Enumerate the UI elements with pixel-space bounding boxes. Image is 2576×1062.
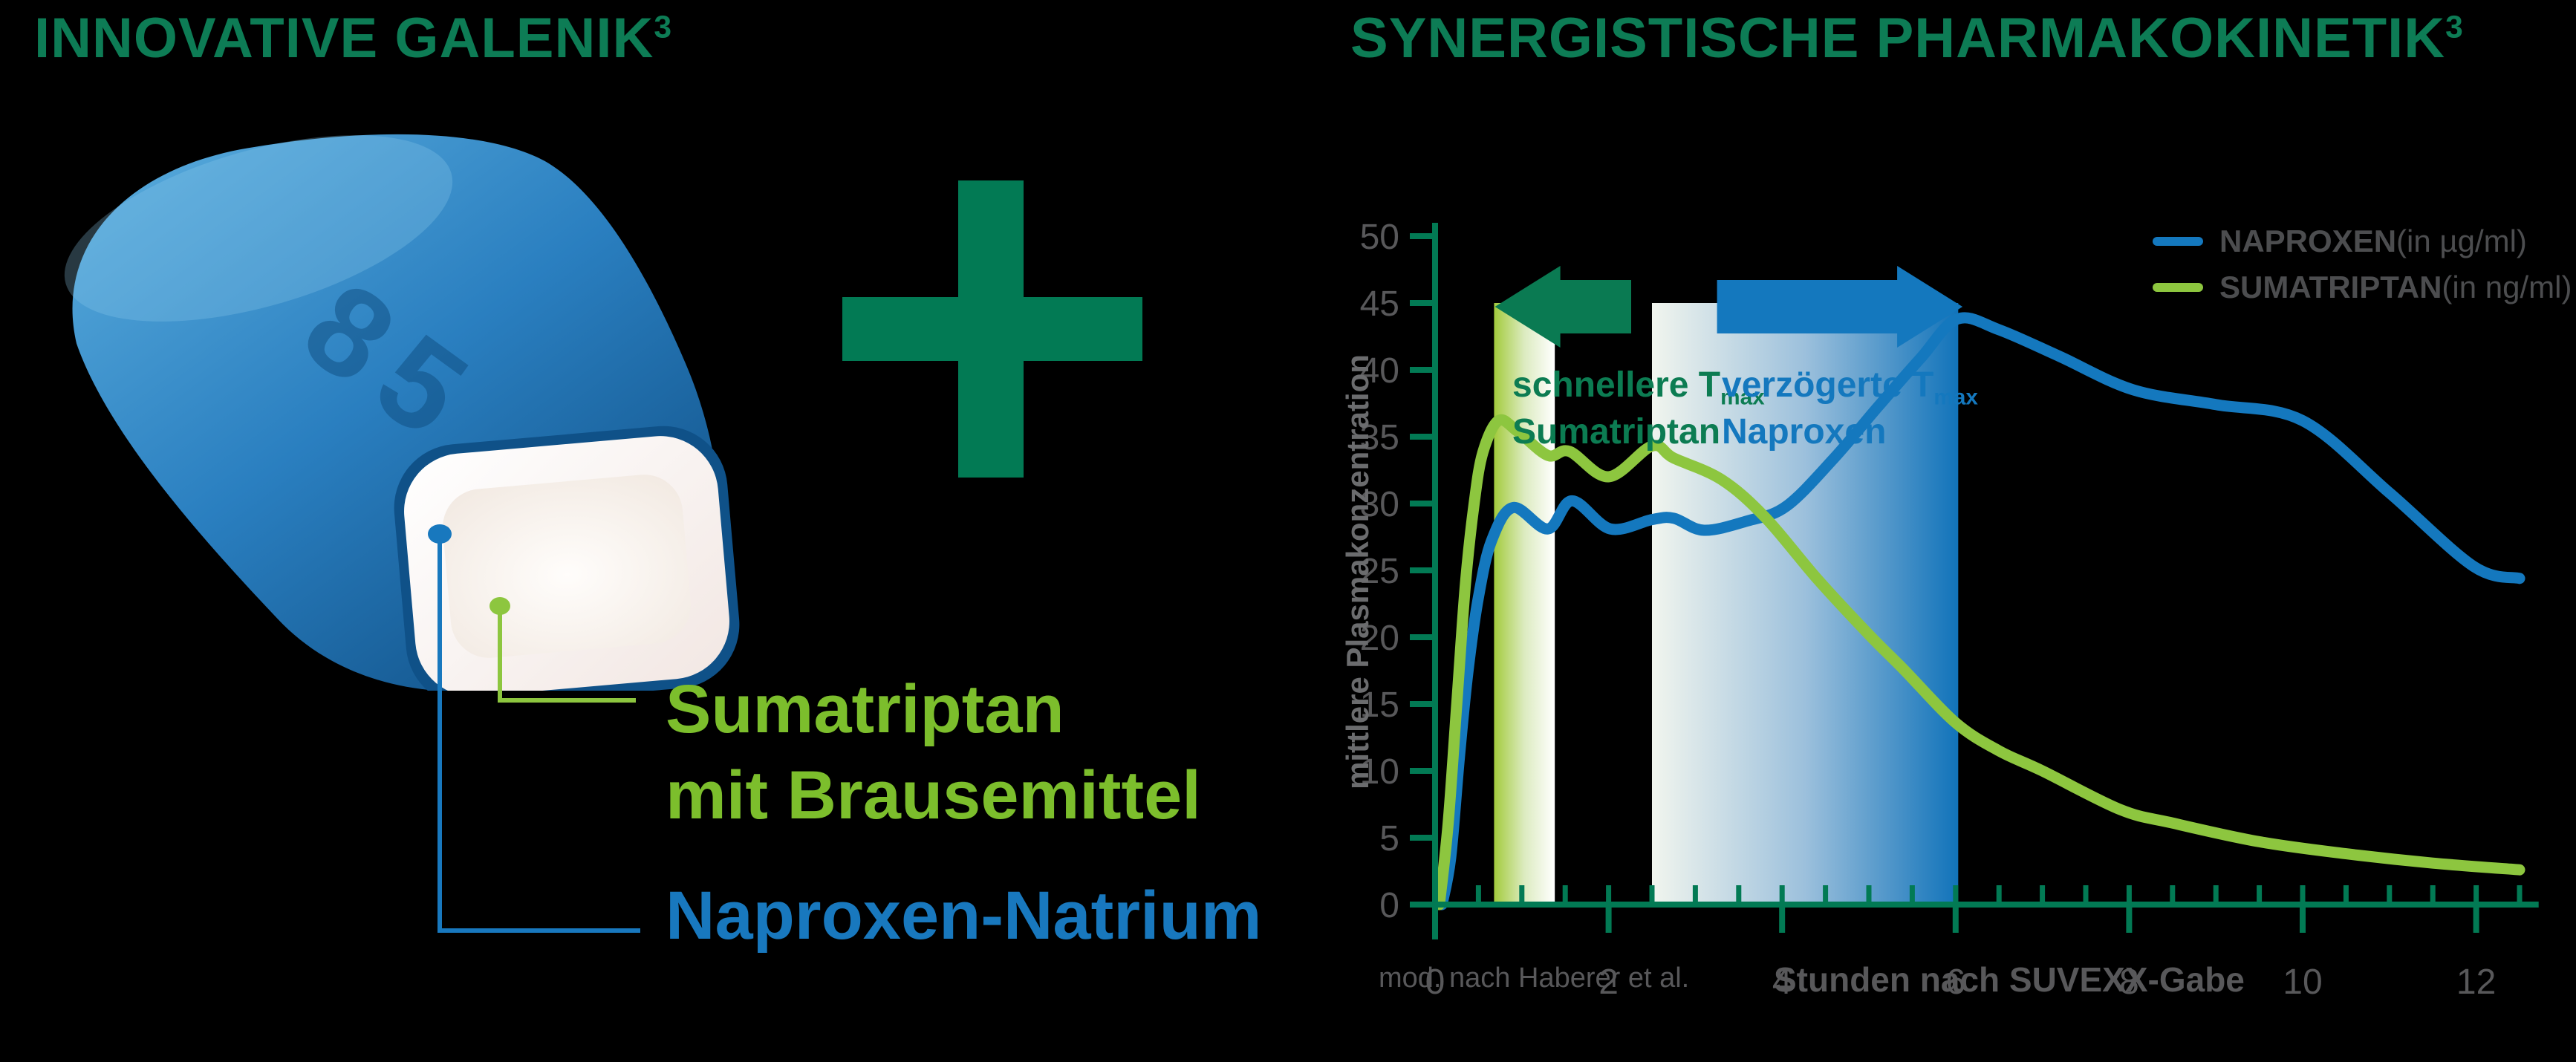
x-tick-label: 10	[2283, 962, 2322, 1002]
right-panel-title: SYNERGISTISCHE PHARMAKOKINETIK3	[1350, 6, 2464, 71]
sumatriptan-callout-dot	[489, 597, 510, 615]
sumatriptan-label-line1: Sumatriptan	[666, 671, 1064, 747]
sumatriptan-label: Sumatriptan mit Brausemittel	[666, 667, 1201, 839]
pharmacokinetics-chart: 0 5 10 15 20 25 30 35 40 45 50 0 2 4 6 8 10 12	[1360, 218, 2539, 1002]
naproxen-label-line1: Naproxen-Natrium	[666, 878, 1262, 954]
y-tick-label: 35	[1360, 418, 1399, 457]
y-tick-label: 20	[1360, 619, 1399, 658]
right-title-footnote: 3	[2445, 9, 2464, 45]
right-title-text: SYNERGISTISCHE PHARMAKOKINETIK	[1350, 7, 2446, 70]
plus-icon	[842, 180, 1142, 478]
left-panel-title: INNOVATIVE GALENIK3	[34, 6, 672, 71]
sumatriptan-line-swatch	[2153, 283, 2203, 292]
band-sumatriptan-tmax	[1494, 303, 1555, 905]
naproxen-callout-dot	[428, 524, 452, 544]
legend-item-naproxen: NAPROXEN (in µg/ml)	[2153, 224, 2572, 258]
left-title-text: INNOVATIVE GALENIK	[34, 7, 654, 70]
y-tick-label: 0	[1379, 886, 1399, 925]
x-axis-title: Stunden nach SUVEXX-Gabe	[1774, 960, 2245, 999]
annotation-fast-line1: schnellere T	[1512, 365, 1721, 405]
y-tick-label: 25	[1360, 552, 1399, 591]
curve-sumatriptan	[1434, 414, 2525, 910]
y-tick-label: 15	[1360, 685, 1399, 725]
annotation-slow-sub: max	[1933, 385, 1978, 410]
y-tick-label: 10	[1360, 752, 1399, 792]
x-tick-label: 4	[1772, 962, 1792, 1002]
x-tick-label: 2	[1598, 962, 1619, 1002]
annotation-slow-line2: Naproxen	[1722, 412, 1887, 452]
x-tick-label: 6	[1945, 962, 1965, 1002]
arrow-delayed-tmax	[1717, 266, 1963, 348]
sumatriptan-label-line2: mit Brausemittel	[666, 757, 1201, 833]
arrow-faster-tmax	[1494, 266, 1631, 348]
sumatriptan-callout-line	[498, 614, 636, 703]
y-tick-label: 5	[1379, 819, 1399, 859]
plus-vertical-bar	[958, 180, 1024, 478]
tablet-illustration: 85	[64, 134, 740, 691]
legend-naproxen-unit: (in µg/ml)	[2396, 224, 2527, 258]
chart-legend: NAPROXEN (in µg/ml) SUMATRIPTAN (in ng/m…	[2153, 224, 2572, 304]
tablet-cross-section	[394, 426, 740, 691]
band-naproxen-tmax	[1652, 303, 1959, 905]
annotation-delayed-tmax-naproxen: verzögerte Tmax Naproxen	[1722, 364, 1978, 454]
x-tick-label: 0	[1425, 962, 1445, 1002]
annotation-faster-tmax-sumatriptan: schnellere Tmax Sumatriptan	[1512, 364, 1765, 454]
legend-sumatriptan-name: SUMATRIPTAN	[2219, 270, 2442, 304]
naproxen-label: Naproxen-Natrium	[666, 873, 1262, 960]
naproxen-callout-line	[438, 542, 640, 933]
naproxen-line-swatch	[2153, 237, 2203, 246]
x-tick-label: 8	[2119, 962, 2139, 1002]
legend-item-sumatriptan: SUMATRIPTAN (in ng/ml)	[2153, 270, 2572, 304]
curve-naproxen	[1436, 312, 2525, 910]
y-tick-label: 50	[1360, 218, 1399, 257]
legend-naproxen-name: NAPROXEN	[2219, 224, 2397, 258]
y-axis-title: mittlere Plasmakonzentration	[1340, 354, 1375, 789]
annotation-fast-line2: Sumatriptan	[1512, 412, 1721, 452]
x-tick-label: 12	[2456, 962, 2496, 1002]
y-tick-label: 30	[1360, 485, 1399, 524]
tablet-highlight	[64, 135, 453, 322]
annotation-fast-sub: max	[1720, 385, 1765, 410]
left-title-footnote: 3	[654, 9, 673, 45]
annotation-slow-line1: verzögerte T	[1722, 365, 1934, 405]
y-tick-label: 45	[1360, 284, 1399, 324]
y-tick-label: 40	[1360, 351, 1399, 391]
callout-lines	[428, 524, 640, 933]
source-caption: mod. nach Haberer et al.	[1379, 962, 1690, 994]
legend-sumatriptan-unit: (in ng/ml)	[2442, 270, 2572, 304]
